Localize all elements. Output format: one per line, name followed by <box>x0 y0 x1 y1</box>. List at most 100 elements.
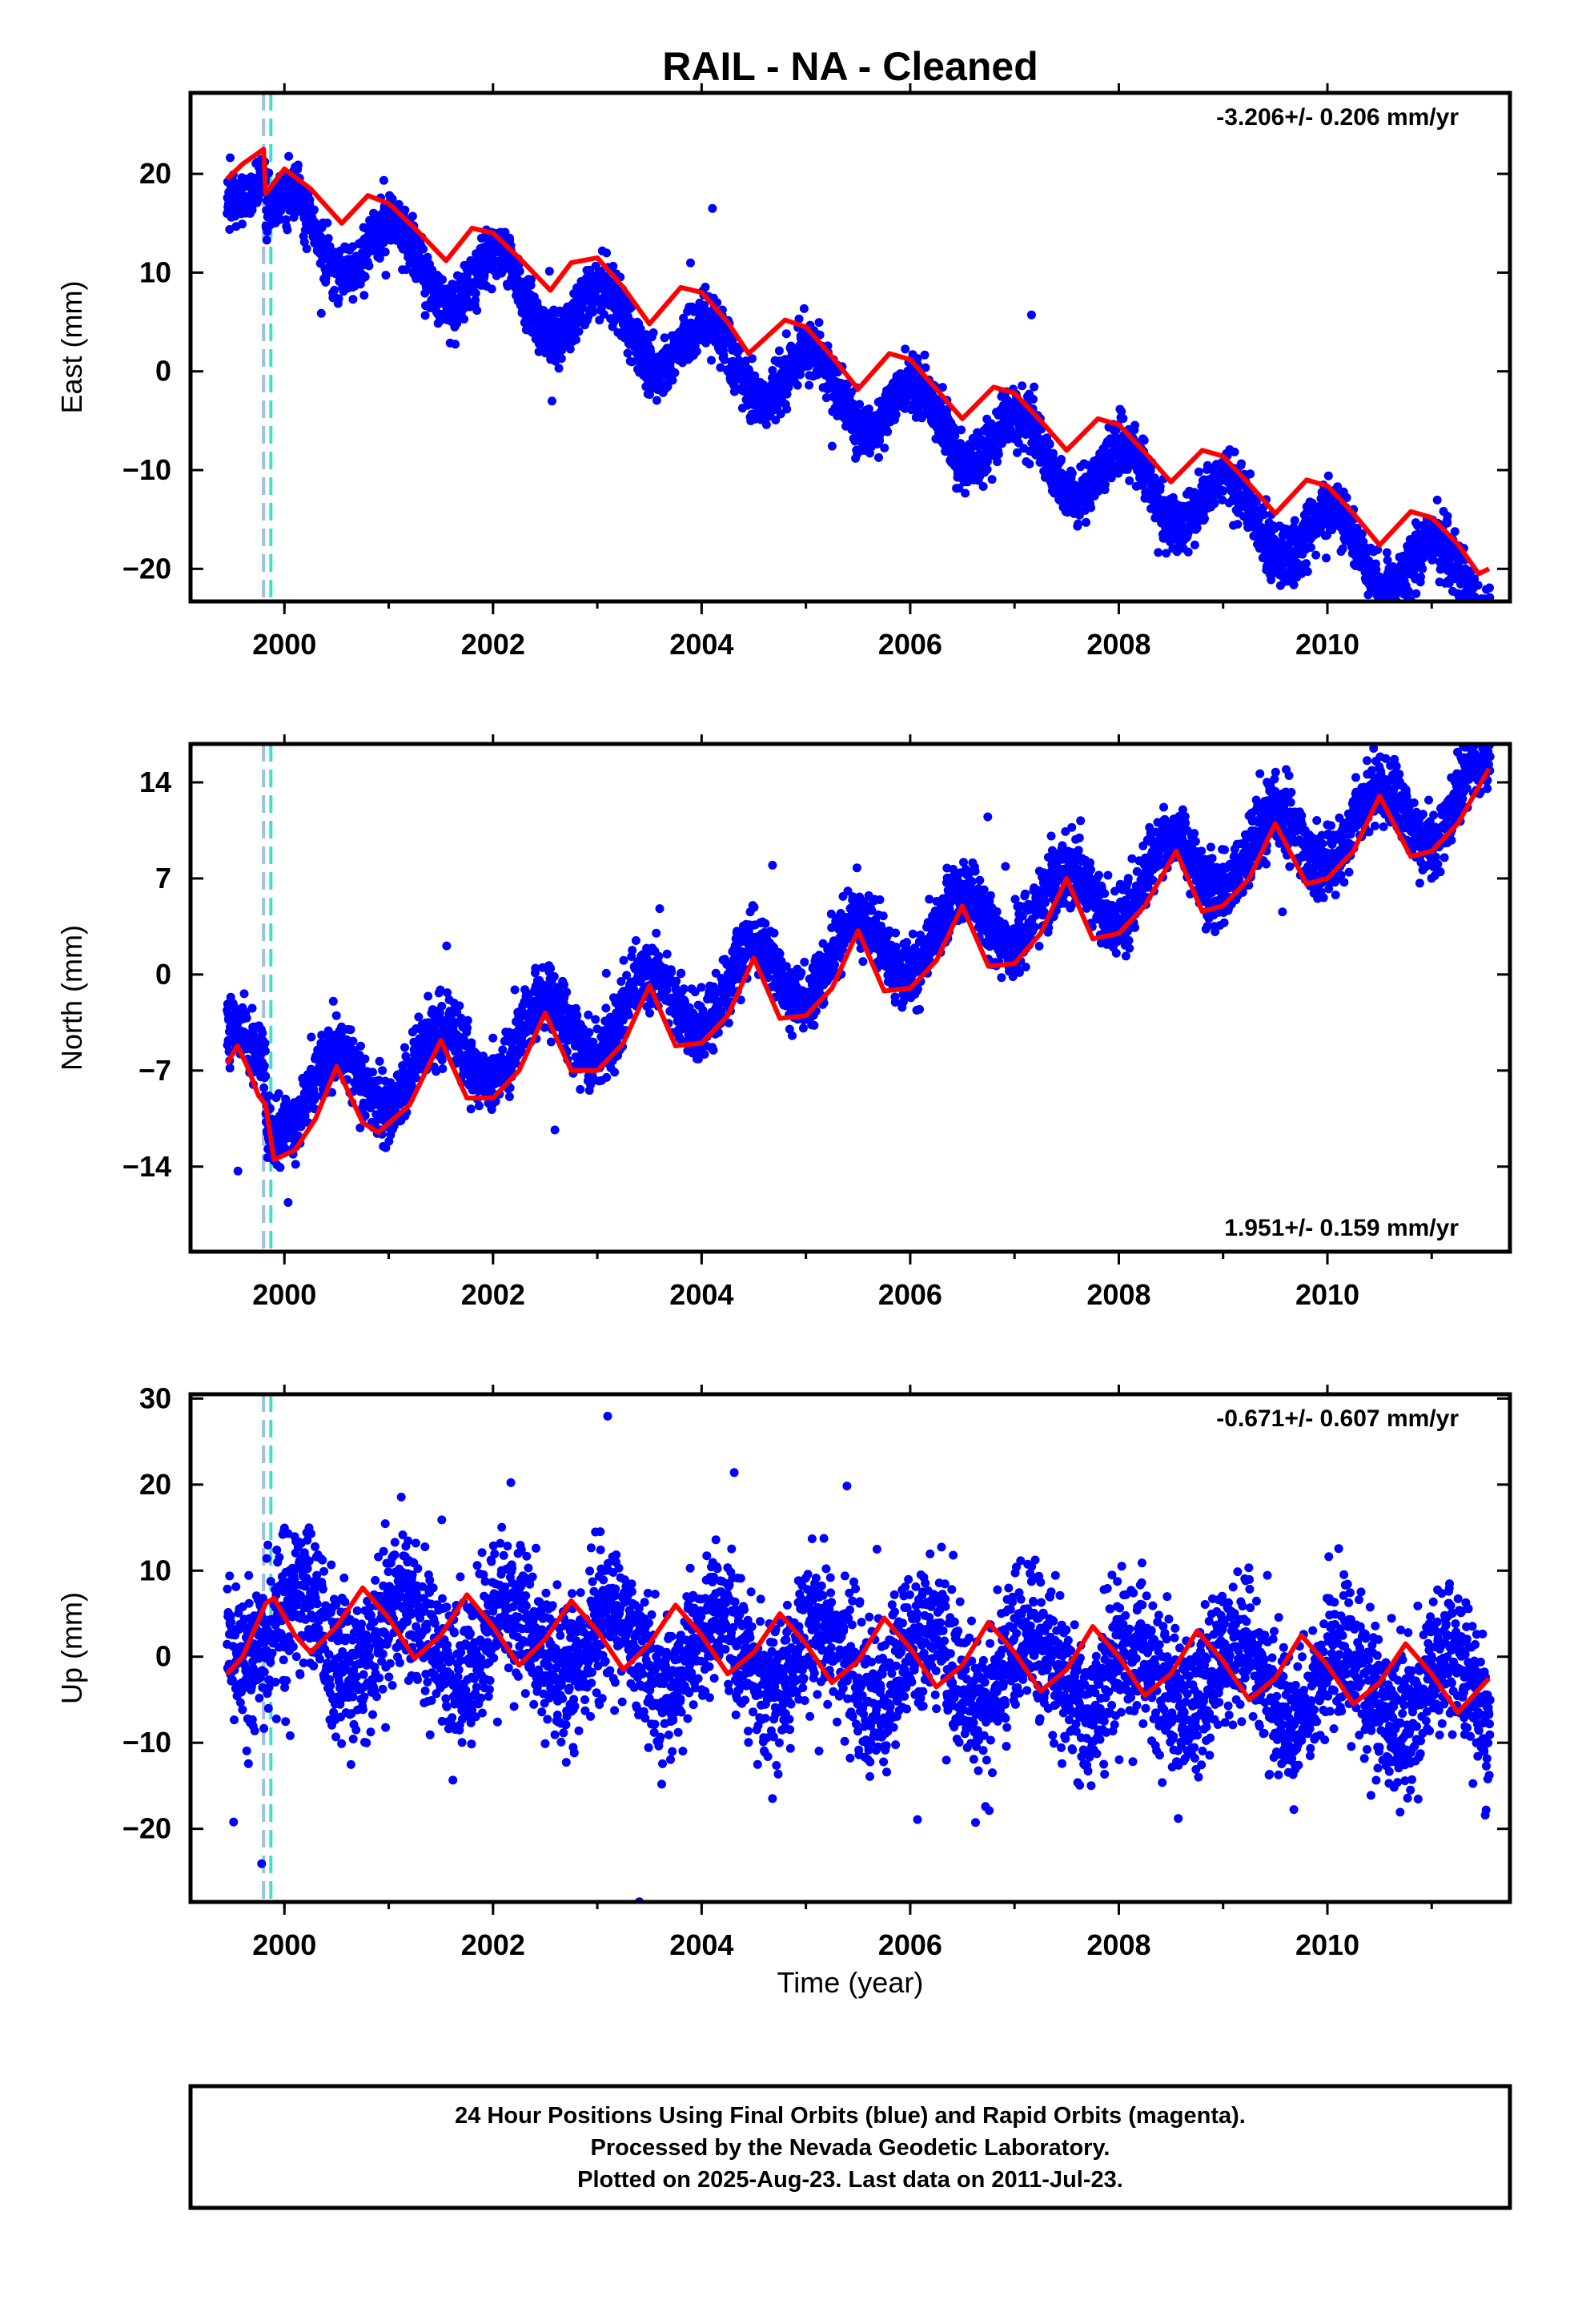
data-point <box>686 258 695 267</box>
data-point <box>954 484 964 493</box>
data-point <box>652 396 661 405</box>
data-point <box>305 195 315 205</box>
data-point <box>380 247 390 257</box>
data-point <box>254 195 263 204</box>
data-point <box>957 425 966 435</box>
data-point <box>451 340 460 349</box>
data-point <box>527 275 536 284</box>
data-point <box>556 354 566 364</box>
data-point <box>302 244 311 254</box>
data-point <box>1484 620 1492 629</box>
data-point <box>1476 633 1485 641</box>
data-point <box>1473 605 1482 614</box>
data-point <box>260 1039 270 1048</box>
data-point <box>1219 486 1228 496</box>
data-point <box>1026 310 1036 320</box>
data-point <box>1383 556 1392 565</box>
data-point <box>1363 613 1372 622</box>
data-point <box>323 218 332 227</box>
east-y-axis-label: East (mm) <box>55 281 88 414</box>
data-point <box>1130 420 1139 430</box>
data-point <box>1472 605 1481 614</box>
data-point <box>1322 553 1331 563</box>
data-point <box>782 404 792 414</box>
data-point <box>274 1089 283 1099</box>
data-point <box>1067 468 1077 478</box>
data-point <box>233 1166 243 1176</box>
data-point <box>348 295 358 304</box>
data-point <box>299 237 309 247</box>
data-point <box>950 424 959 433</box>
data-point <box>1477 623 1486 632</box>
data-point <box>950 431 960 440</box>
data-point <box>1342 493 1351 502</box>
data-point <box>423 252 432 262</box>
data-point <box>636 324 645 333</box>
data-point <box>1483 610 1492 619</box>
data-point <box>1403 586 1413 596</box>
data-point <box>360 272 370 282</box>
data-point <box>1394 602 1403 611</box>
data-point <box>334 294 343 304</box>
data-point <box>1018 381 1027 391</box>
data-point <box>310 1095 319 1104</box>
data-point <box>471 296 480 305</box>
data-point <box>670 368 680 377</box>
data-point <box>1251 497 1261 506</box>
data-point <box>1480 615 1488 624</box>
data-point <box>487 284 496 294</box>
north-plot-area <box>223 744 1495 1252</box>
data-point <box>716 363 725 372</box>
data-point <box>1118 414 1128 424</box>
data-point <box>1411 589 1421 598</box>
data-point <box>259 1061 269 1071</box>
data-point <box>1125 476 1134 485</box>
data-point <box>900 404 909 413</box>
data-point <box>874 452 883 462</box>
chart-title: RAIL - NA - Cleaned <box>662 44 1038 89</box>
data-point <box>1259 510 1269 519</box>
data-point <box>283 1198 293 1207</box>
data-point <box>875 436 885 445</box>
data-point <box>1357 529 1367 538</box>
data-point <box>1200 514 1209 524</box>
data-point <box>913 354 922 364</box>
data-point <box>588 308 597 317</box>
data-point <box>1303 567 1312 577</box>
data-point <box>379 175 388 185</box>
data-point <box>1190 541 1199 549</box>
east-model-fit-line <box>225 147 1491 577</box>
data-point <box>1484 623 1493 632</box>
data-point <box>1338 544 1347 553</box>
data-point <box>348 1036 358 1046</box>
x-tick-label: 2000 <box>252 628 316 661</box>
data-point <box>1459 612 1468 621</box>
data-point <box>994 449 1003 459</box>
data-point <box>1484 624 1493 633</box>
data-point <box>275 1163 285 1172</box>
data-point <box>602 248 612 258</box>
data-point <box>405 259 415 268</box>
data-point <box>1478 631 1487 640</box>
data-point <box>1049 448 1058 458</box>
data-point <box>328 996 338 1006</box>
data-point <box>920 350 930 360</box>
data-point <box>368 1068 377 1077</box>
east-frame <box>188 90 1512 604</box>
data-point <box>291 1160 300 1169</box>
data-point <box>1230 447 1239 456</box>
data-point <box>1450 527 1460 537</box>
data-point <box>993 457 1002 467</box>
data-point <box>1013 448 1022 457</box>
data-point <box>1484 605 1492 613</box>
data-point <box>460 315 469 324</box>
data-point <box>1029 395 1038 404</box>
data-point <box>1210 499 1219 509</box>
data-point <box>1155 482 1165 491</box>
data-point <box>1373 545 1383 554</box>
data-point <box>1484 618 1493 627</box>
data-point <box>307 1032 316 1042</box>
x-tick-label: 2004 <box>669 628 733 661</box>
data-point <box>387 194 397 203</box>
data-point <box>1476 609 1484 617</box>
